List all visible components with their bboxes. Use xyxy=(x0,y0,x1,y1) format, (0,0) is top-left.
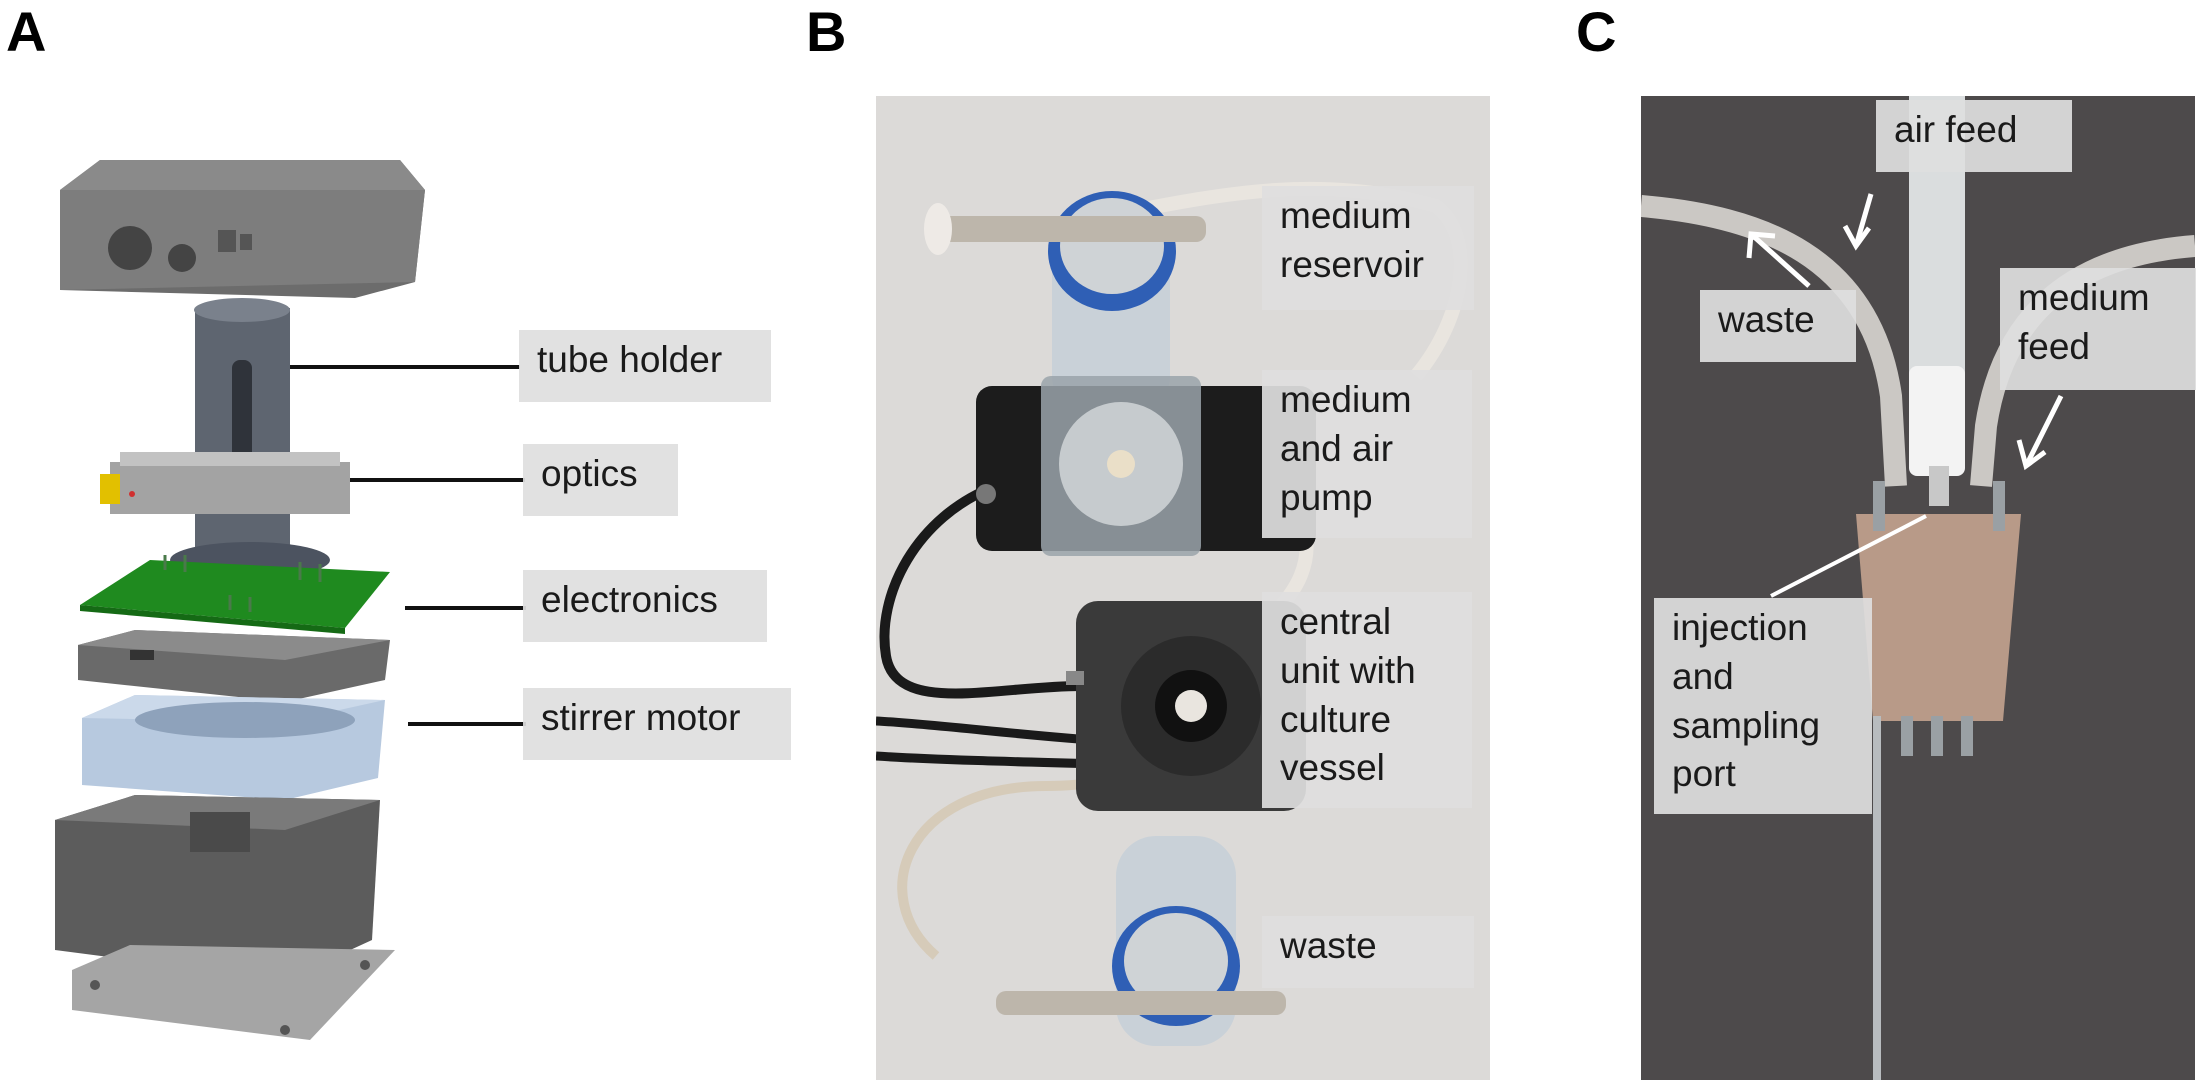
pump-box xyxy=(976,376,1316,556)
label-injection-sampling-port: injection and sampling port xyxy=(1654,598,1872,814)
stirrer-motor-part xyxy=(82,695,526,800)
medium-reservoir-bottle xyxy=(924,191,1206,416)
panel-letter-b: B xyxy=(806,0,847,63)
waste-bottle xyxy=(996,836,1286,1046)
label-optics: optics xyxy=(523,444,678,516)
bottom-plate xyxy=(72,945,395,1040)
label-central-unit: central unit with culture vessel xyxy=(1262,592,1472,808)
label-medium-feed: medium feed xyxy=(2000,268,2196,390)
panel-letter-c: C xyxy=(1576,0,1617,63)
middle-plate xyxy=(78,630,390,702)
label-waste-b: waste xyxy=(1262,916,1474,988)
label-electronics: electronics xyxy=(523,570,767,642)
panel-c-illustration xyxy=(1641,96,2195,1080)
label-waste-c: waste xyxy=(1700,290,1856,362)
electronics-part xyxy=(80,555,526,634)
label-medium-and-air-pump: medium and air pump xyxy=(1262,370,1472,538)
flow-arrows xyxy=(1746,193,2064,471)
rubber-stopper xyxy=(1856,481,2021,1080)
panel-c-photo xyxy=(1641,96,2195,1080)
optics-part xyxy=(100,452,525,514)
panel-a-exploded-view xyxy=(55,160,526,1040)
label-air-feed: air feed xyxy=(1876,100,2072,172)
panel-letter-a: A xyxy=(6,0,47,63)
label-tube-holder: tube holder xyxy=(519,330,771,402)
central-unit xyxy=(1066,601,1306,811)
label-stirrer-motor: stirrer motor xyxy=(523,688,791,760)
panel-b-illustration xyxy=(876,181,1468,1046)
top-housing xyxy=(60,160,425,298)
label-medium-reservoir: medium reservoir xyxy=(1262,186,1474,310)
base-housing xyxy=(55,795,380,980)
panel-b-photo xyxy=(876,96,1490,1080)
